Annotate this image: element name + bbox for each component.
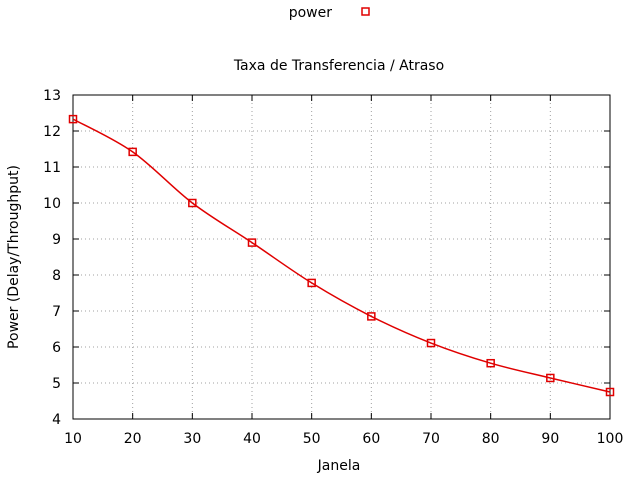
plot-frame [72,94,611,420]
x-axis-ticks: 10 20 30 40 50 60 70 80 90 100 [64,95,623,447]
y-tick-label: 10 [43,196,61,212]
data-point [188,198,197,208]
data-point [546,373,555,383]
series-power [68,114,615,397]
y-tick-label: 13 [43,88,61,104]
y-tick-label: 8 [52,268,61,284]
y-tick-label: 9 [52,232,61,248]
y-axis-ticks: 4 5 6 7 8 9 10 11 12 13 [43,88,610,428]
data-point [128,147,137,157]
y-tick-label: 4 [52,412,61,428]
x-tick-label: 40 [243,431,261,447]
data-point [605,387,615,397]
x-tick-label: 100 [597,431,624,447]
data-point [486,358,495,368]
legend-marker-power [361,7,370,16]
y-axis-label: Power (Delay/Throughput) [6,165,22,349]
x-tick-label: 90 [541,431,559,447]
x-tick-label: 60 [362,431,380,447]
grid [73,95,610,419]
x-tick-label: 80 [482,431,500,447]
data-point [68,114,78,124]
x-tick-label: 20 [124,431,142,447]
y-tick-label: 6 [52,340,61,356]
legend: power [289,5,370,21]
y-tick-label: 5 [52,376,61,392]
data-point [367,312,376,321]
y-tick-label: 11 [43,160,61,176]
data-point [247,238,257,247]
chart-title: Taxa de Transferencia / Atraso [233,58,444,74]
x-axis-label: Janela [317,458,361,474]
x-tick-label: 10 [64,431,82,447]
data-point [426,338,436,348]
x-tick-label: 50 [303,431,321,447]
y-tick-label: 12 [43,124,61,140]
data-point [307,278,316,288]
series-line-power [72,118,611,393]
legend-label-power: power [289,5,333,21]
y-tick-label: 7 [52,304,61,320]
x-tick-label: 30 [183,431,201,447]
x-tick-label: 70 [422,431,440,447]
